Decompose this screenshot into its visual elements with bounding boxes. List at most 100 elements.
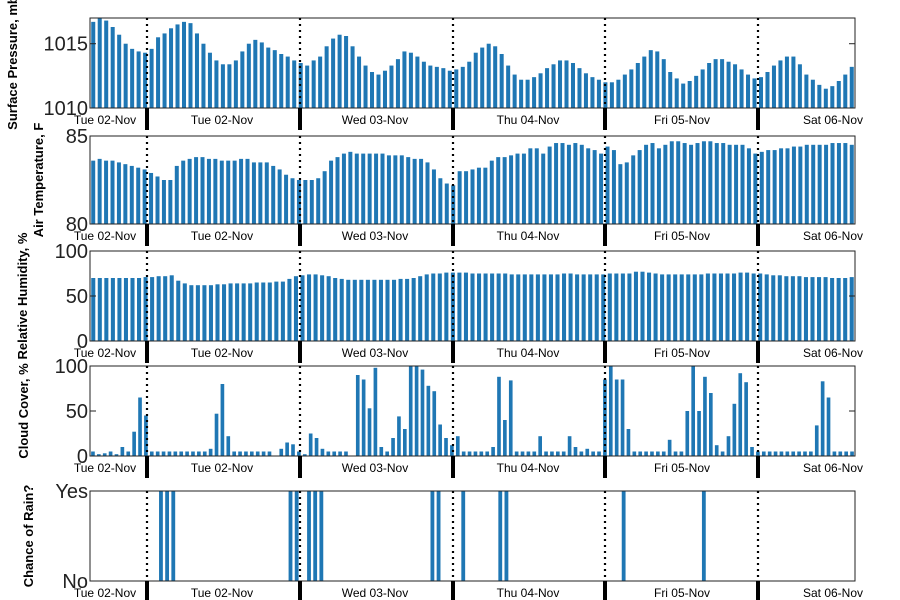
bar	[367, 153, 372, 224]
bar	[202, 451, 207, 456]
bar	[287, 278, 292, 341]
bar	[155, 451, 160, 456]
bar	[322, 171, 327, 224]
bar	[480, 47, 485, 108]
bar	[535, 274, 540, 341]
bar	[791, 451, 796, 456]
bar	[467, 451, 472, 456]
bar	[136, 167, 141, 224]
bar	[564, 60, 569, 108]
bar	[627, 273, 632, 341]
bar	[430, 491, 435, 581]
bar	[594, 274, 599, 341]
bar	[701, 491, 706, 581]
bar	[733, 64, 738, 108]
bar	[725, 273, 730, 341]
bar	[843, 278, 848, 341]
bar	[294, 491, 299, 581]
bar	[631, 155, 636, 224]
bar	[463, 272, 468, 341]
y-axis-label: Air Temperature, F	[31, 123, 46, 238]
bar	[156, 37, 161, 108]
bar	[392, 279, 397, 341]
bar	[681, 83, 686, 108]
bar	[255, 451, 260, 456]
bar	[313, 491, 318, 581]
bar	[726, 61, 731, 108]
bar	[219, 160, 224, 224]
bar	[676, 141, 681, 224]
bar	[701, 141, 706, 224]
bar	[250, 451, 254, 456]
y-axis-label: Chance of Rain?	[21, 485, 36, 588]
bar	[797, 276, 802, 341]
bar	[447, 70, 452, 108]
y-tick-label: 85	[66, 126, 88, 148]
y-axis-label: Cloud Cover, %	[16, 363, 31, 459]
x-tick-label: Tue 02-Nov	[74, 461, 136, 475]
y-tick-label: 80	[66, 214, 88, 236]
bar	[644, 144, 649, 224]
bar	[561, 451, 566, 456]
bar	[373, 367, 378, 456]
bar	[241, 283, 246, 341]
bar	[149, 172, 154, 224]
bar	[791, 56, 796, 108]
bar	[143, 277, 148, 341]
bar	[764, 274, 769, 341]
bar	[355, 375, 360, 456]
bar	[687, 81, 692, 108]
bar	[830, 278, 835, 341]
bar	[550, 451, 554, 456]
bar	[568, 273, 573, 341]
bar	[694, 75, 699, 108]
bar	[130, 48, 135, 108]
bar	[692, 274, 697, 341]
bar	[161, 451, 166, 456]
bar	[767, 451, 772, 456]
bar	[605, 146, 610, 224]
bar	[320, 448, 325, 456]
bar	[179, 451, 184, 456]
bar	[804, 74, 809, 108]
y-tick-label: 50	[66, 286, 88, 308]
bar	[616, 79, 621, 108]
bar	[700, 69, 705, 108]
bar	[232, 451, 236, 456]
y-tick-label: 50	[66, 401, 88, 423]
bar	[341, 153, 346, 224]
bar	[771, 275, 776, 341]
bar	[499, 54, 504, 108]
bar	[556, 451, 560, 456]
bar	[214, 413, 219, 456]
bar	[104, 160, 109, 224]
bar	[253, 39, 258, 108]
bar	[313, 274, 318, 341]
bar	[583, 73, 588, 108]
bar	[261, 451, 266, 456]
bar	[727, 144, 732, 224]
bar	[163, 276, 168, 341]
bar	[503, 420, 507, 456]
bar	[202, 285, 207, 341]
bar	[548, 274, 553, 341]
x-tick-label: Thu 04-Nov	[497, 586, 560, 600]
bar	[110, 27, 115, 108]
x-tick-label: Sat 06-Nov	[803, 229, 863, 243]
bar	[380, 153, 385, 224]
bar	[181, 160, 186, 224]
bar	[437, 273, 442, 341]
x-tick-label: Wed 03-Nov	[342, 346, 408, 360]
bar	[165, 491, 170, 581]
bar	[235, 283, 240, 341]
bar	[467, 61, 472, 108]
bar	[555, 274, 560, 341]
bar	[486, 43, 491, 108]
bar	[176, 280, 181, 341]
bar	[421, 61, 426, 108]
bar	[220, 384, 225, 456]
bar	[411, 278, 416, 341]
x-tick-label: Sat 06-Nov	[803, 346, 863, 360]
